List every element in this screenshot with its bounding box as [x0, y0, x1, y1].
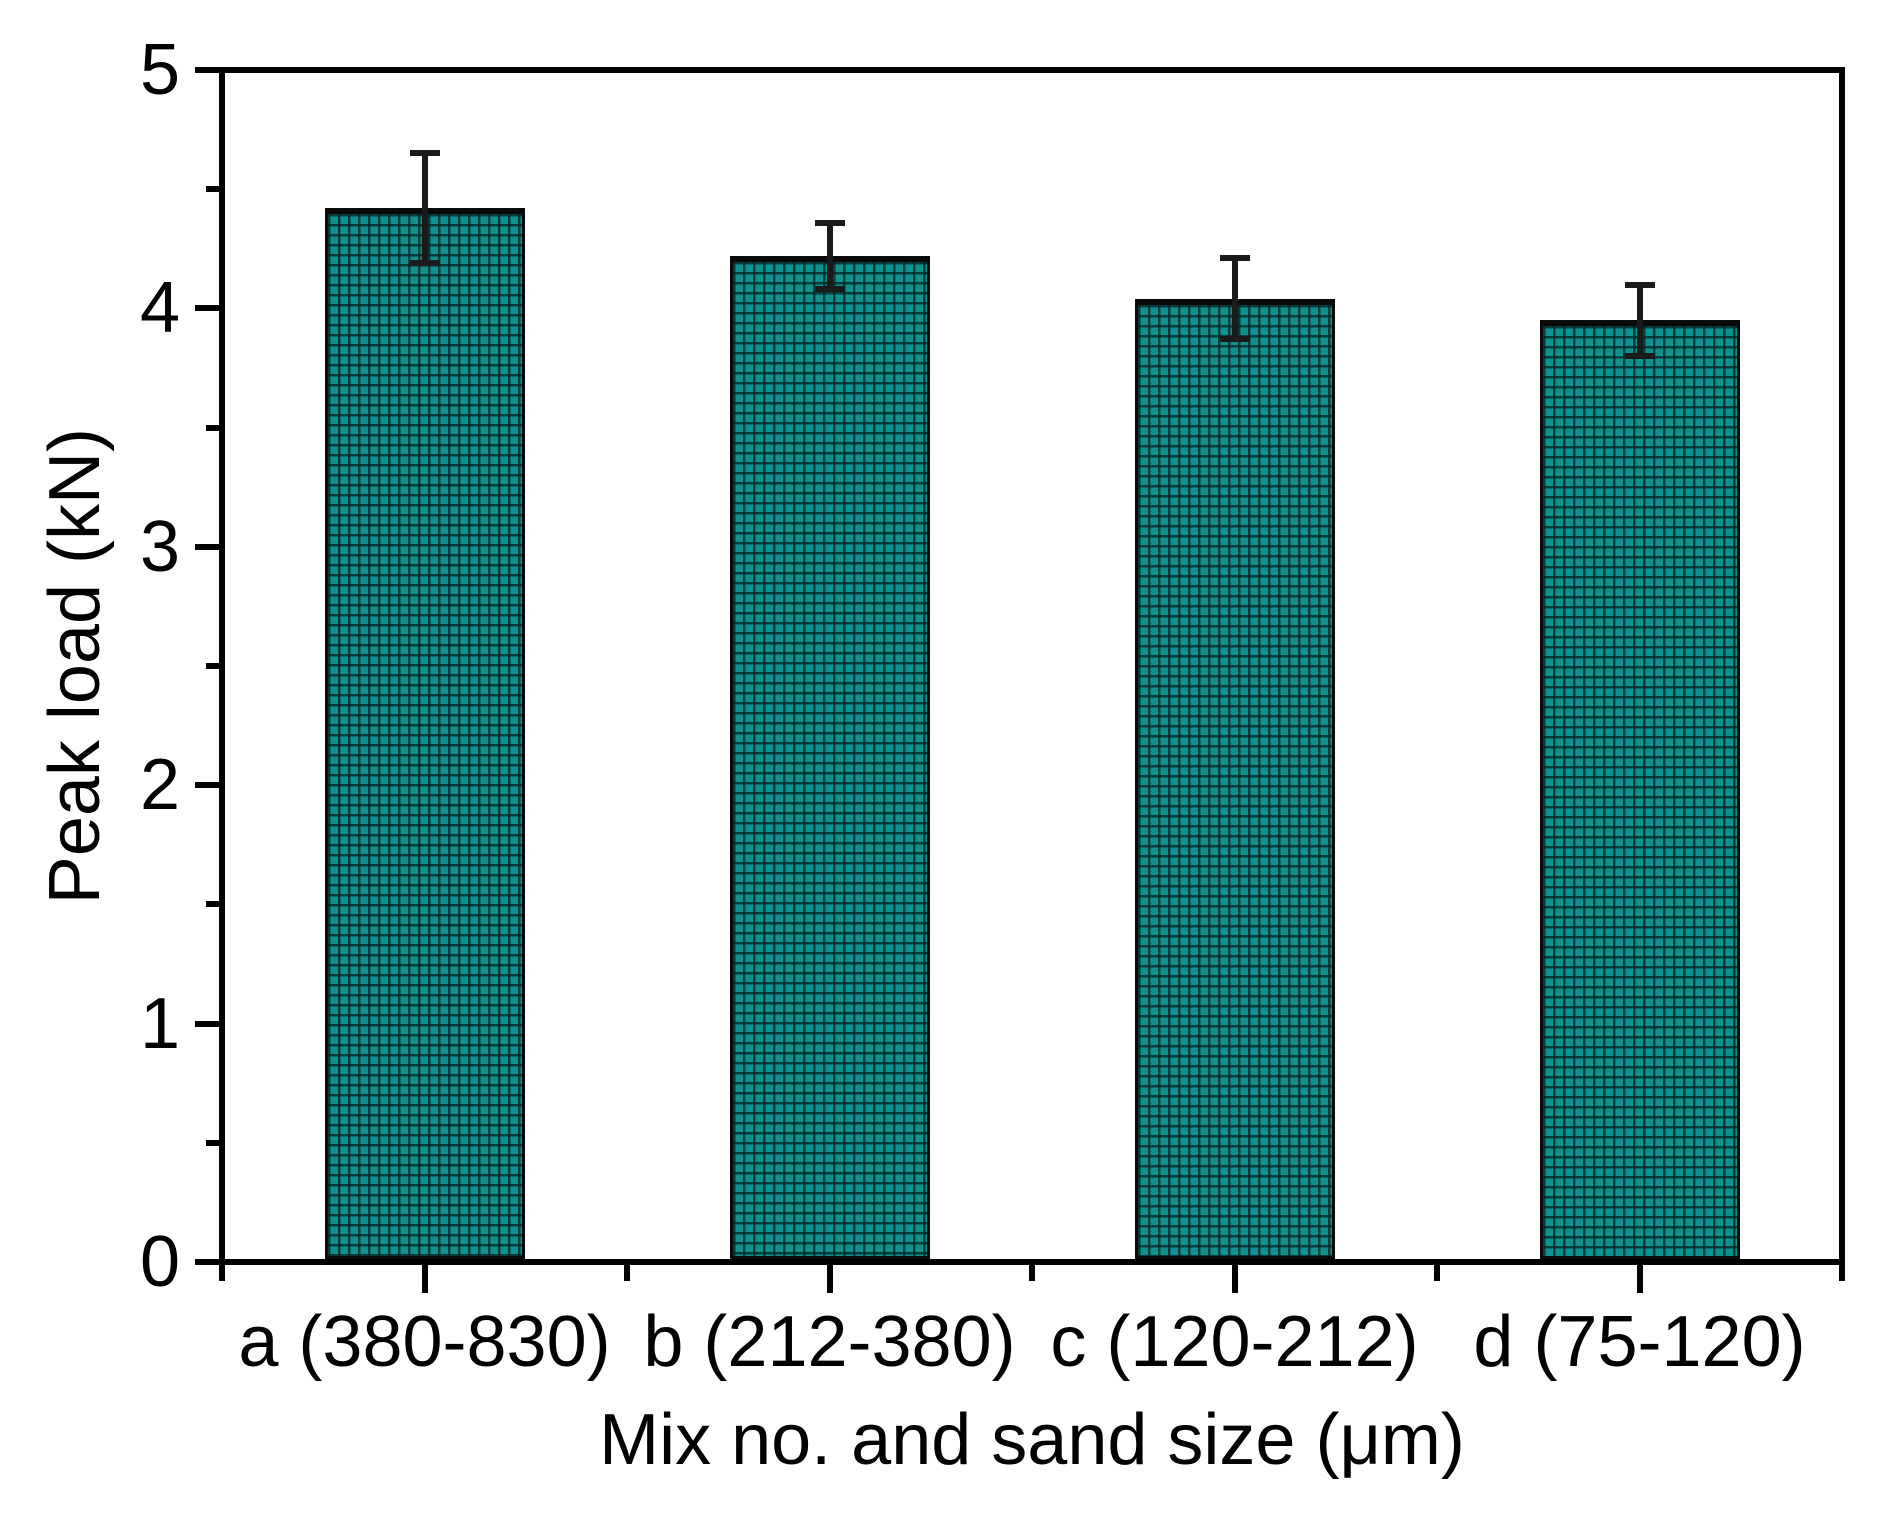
x-major-tick [1636, 1265, 1643, 1293]
x-minor-tick [1839, 1265, 1845, 1281]
y-minor-tick [206, 901, 219, 908]
bar-a [324, 208, 525, 1259]
x-minor-tick [1029, 1265, 1035, 1281]
y-axis-title-wrap: Peak load (kN) [2, 66, 148, 1266]
bar-d [1539, 320, 1740, 1259]
error-bar-cap-bottom-2 [814, 286, 845, 293]
error-bar-cap-bottom-1 [409, 260, 440, 267]
x-major-tick [421, 1265, 428, 1293]
x-major-tick [826, 1265, 833, 1293]
error-bar-cap-top-4 [1624, 281, 1655, 288]
bar-c [1134, 298, 1335, 1259]
y-minor-tick [206, 424, 219, 431]
x-tick-label: d (75-120) [1473, 1302, 1806, 1382]
y-minor-tick [206, 186, 219, 193]
y-major-tick [195, 67, 219, 73]
plot-area [219, 67, 1845, 1265]
x-major-tick [1231, 1265, 1238, 1293]
y-tick-label: 5 [139, 30, 180, 110]
error-bar-cap-top-1 [409, 150, 440, 157]
y-major-tick [195, 305, 219, 312]
bar-b [729, 255, 930, 1259]
error-bar-line-3 [1231, 258, 1238, 340]
x-tick-label: c (120-212) [1050, 1302, 1419, 1382]
x-tick-label: a (380-830) [238, 1302, 611, 1382]
error-bar-line-2 [826, 222, 833, 290]
y-major-tick [195, 543, 219, 550]
y-minor-tick [206, 663, 219, 669]
y-tick-label: 0 [139, 1222, 180, 1302]
y-major-tick [195, 782, 219, 789]
x-axis-title: Mix no. and sand size (μm) [599, 1400, 1465, 1480]
error-bar-cap-bottom-4 [1624, 353, 1655, 360]
y-tick-label: 3 [139, 506, 180, 587]
x-minor-tick [624, 1265, 630, 1281]
error-bar-cap-top-2 [814, 219, 845, 226]
error-bar-line-1 [421, 153, 428, 264]
y-tick-label: 4 [139, 268, 180, 349]
y-axis-title: Peak load (kN) [35, 427, 115, 905]
error-bar-line-4 [1636, 284, 1643, 357]
y-minor-tick [206, 1139, 219, 1146]
x-minor-tick [1434, 1265, 1440, 1281]
y-tick-label: 2 [139, 745, 180, 826]
x-minor-tick [219, 1265, 225, 1281]
y-major-tick [195, 1020, 219, 1027]
y-major-tick [195, 1259, 219, 1265]
x-tick-label: b (212-380) [643, 1302, 1016, 1382]
error-bar-cap-bottom-3 [1219, 336, 1250, 343]
y-tick-label: 1 [139, 983, 180, 1064]
error-bar-cap-top-3 [1219, 255, 1250, 262]
